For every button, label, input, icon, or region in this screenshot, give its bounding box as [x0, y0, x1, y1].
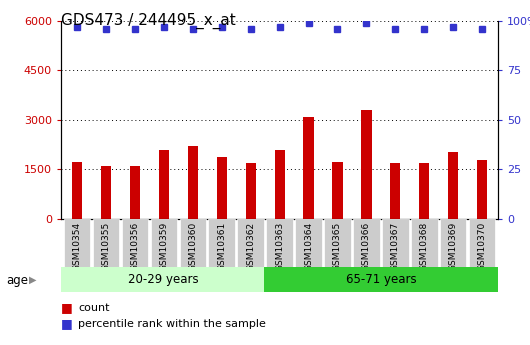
- Text: ▶: ▶: [29, 275, 37, 285]
- Text: GSM10354: GSM10354: [73, 221, 82, 270]
- Bar: [448, 152, 458, 219]
- Bar: [390, 163, 401, 219]
- Bar: [61, 267, 263, 292]
- Text: 65-71 years: 65-71 years: [346, 273, 416, 286]
- Bar: [275, 150, 285, 219]
- Bar: [440, 219, 466, 267]
- Text: 20-29 years: 20-29 years: [128, 273, 199, 286]
- Text: GDS473 / 244495_x_at: GDS473 / 244495_x_at: [61, 13, 236, 29]
- Bar: [295, 219, 322, 267]
- Text: GSM10361: GSM10361: [217, 221, 226, 271]
- Bar: [477, 159, 488, 219]
- Text: GSM10365: GSM10365: [333, 221, 342, 271]
- Bar: [304, 117, 314, 219]
- Bar: [72, 162, 82, 219]
- Bar: [188, 146, 198, 219]
- Bar: [93, 219, 119, 267]
- Text: GSM10363: GSM10363: [275, 221, 284, 271]
- Bar: [208, 219, 235, 267]
- Bar: [411, 219, 438, 267]
- Bar: [64, 219, 90, 267]
- Bar: [217, 157, 227, 219]
- Text: GSM10360: GSM10360: [188, 221, 197, 271]
- Bar: [245, 163, 255, 219]
- Text: ■: ■: [61, 301, 73, 314]
- Bar: [121, 219, 148, 267]
- Bar: [180, 219, 206, 267]
- Bar: [354, 219, 379, 267]
- Bar: [332, 161, 342, 219]
- Text: GSM10368: GSM10368: [420, 221, 429, 271]
- Text: age: age: [6, 274, 29, 287]
- Text: GSM10356: GSM10356: [130, 221, 139, 271]
- Bar: [419, 163, 429, 219]
- Text: percentile rank within the sample: percentile rank within the sample: [78, 319, 266, 328]
- Bar: [361, 110, 372, 219]
- Text: GSM10367: GSM10367: [391, 221, 400, 271]
- Bar: [101, 166, 111, 219]
- Text: GSM10369: GSM10369: [449, 221, 458, 271]
- Bar: [130, 166, 140, 219]
- Text: GSM10359: GSM10359: [159, 221, 168, 271]
- Bar: [469, 219, 496, 267]
- Text: GSM10370: GSM10370: [478, 221, 487, 271]
- Text: GSM10366: GSM10366: [362, 221, 371, 271]
- Text: GSM10355: GSM10355: [101, 221, 110, 271]
- Text: GSM10364: GSM10364: [304, 221, 313, 270]
- Bar: [151, 219, 177, 267]
- Bar: [158, 150, 169, 219]
- Bar: [237, 219, 264, 267]
- Bar: [382, 219, 409, 267]
- Text: ■: ■: [61, 317, 73, 330]
- Bar: [267, 219, 293, 267]
- Bar: [263, 267, 498, 292]
- Text: count: count: [78, 303, 110, 313]
- Text: GSM10362: GSM10362: [246, 221, 255, 270]
- Bar: [324, 219, 351, 267]
